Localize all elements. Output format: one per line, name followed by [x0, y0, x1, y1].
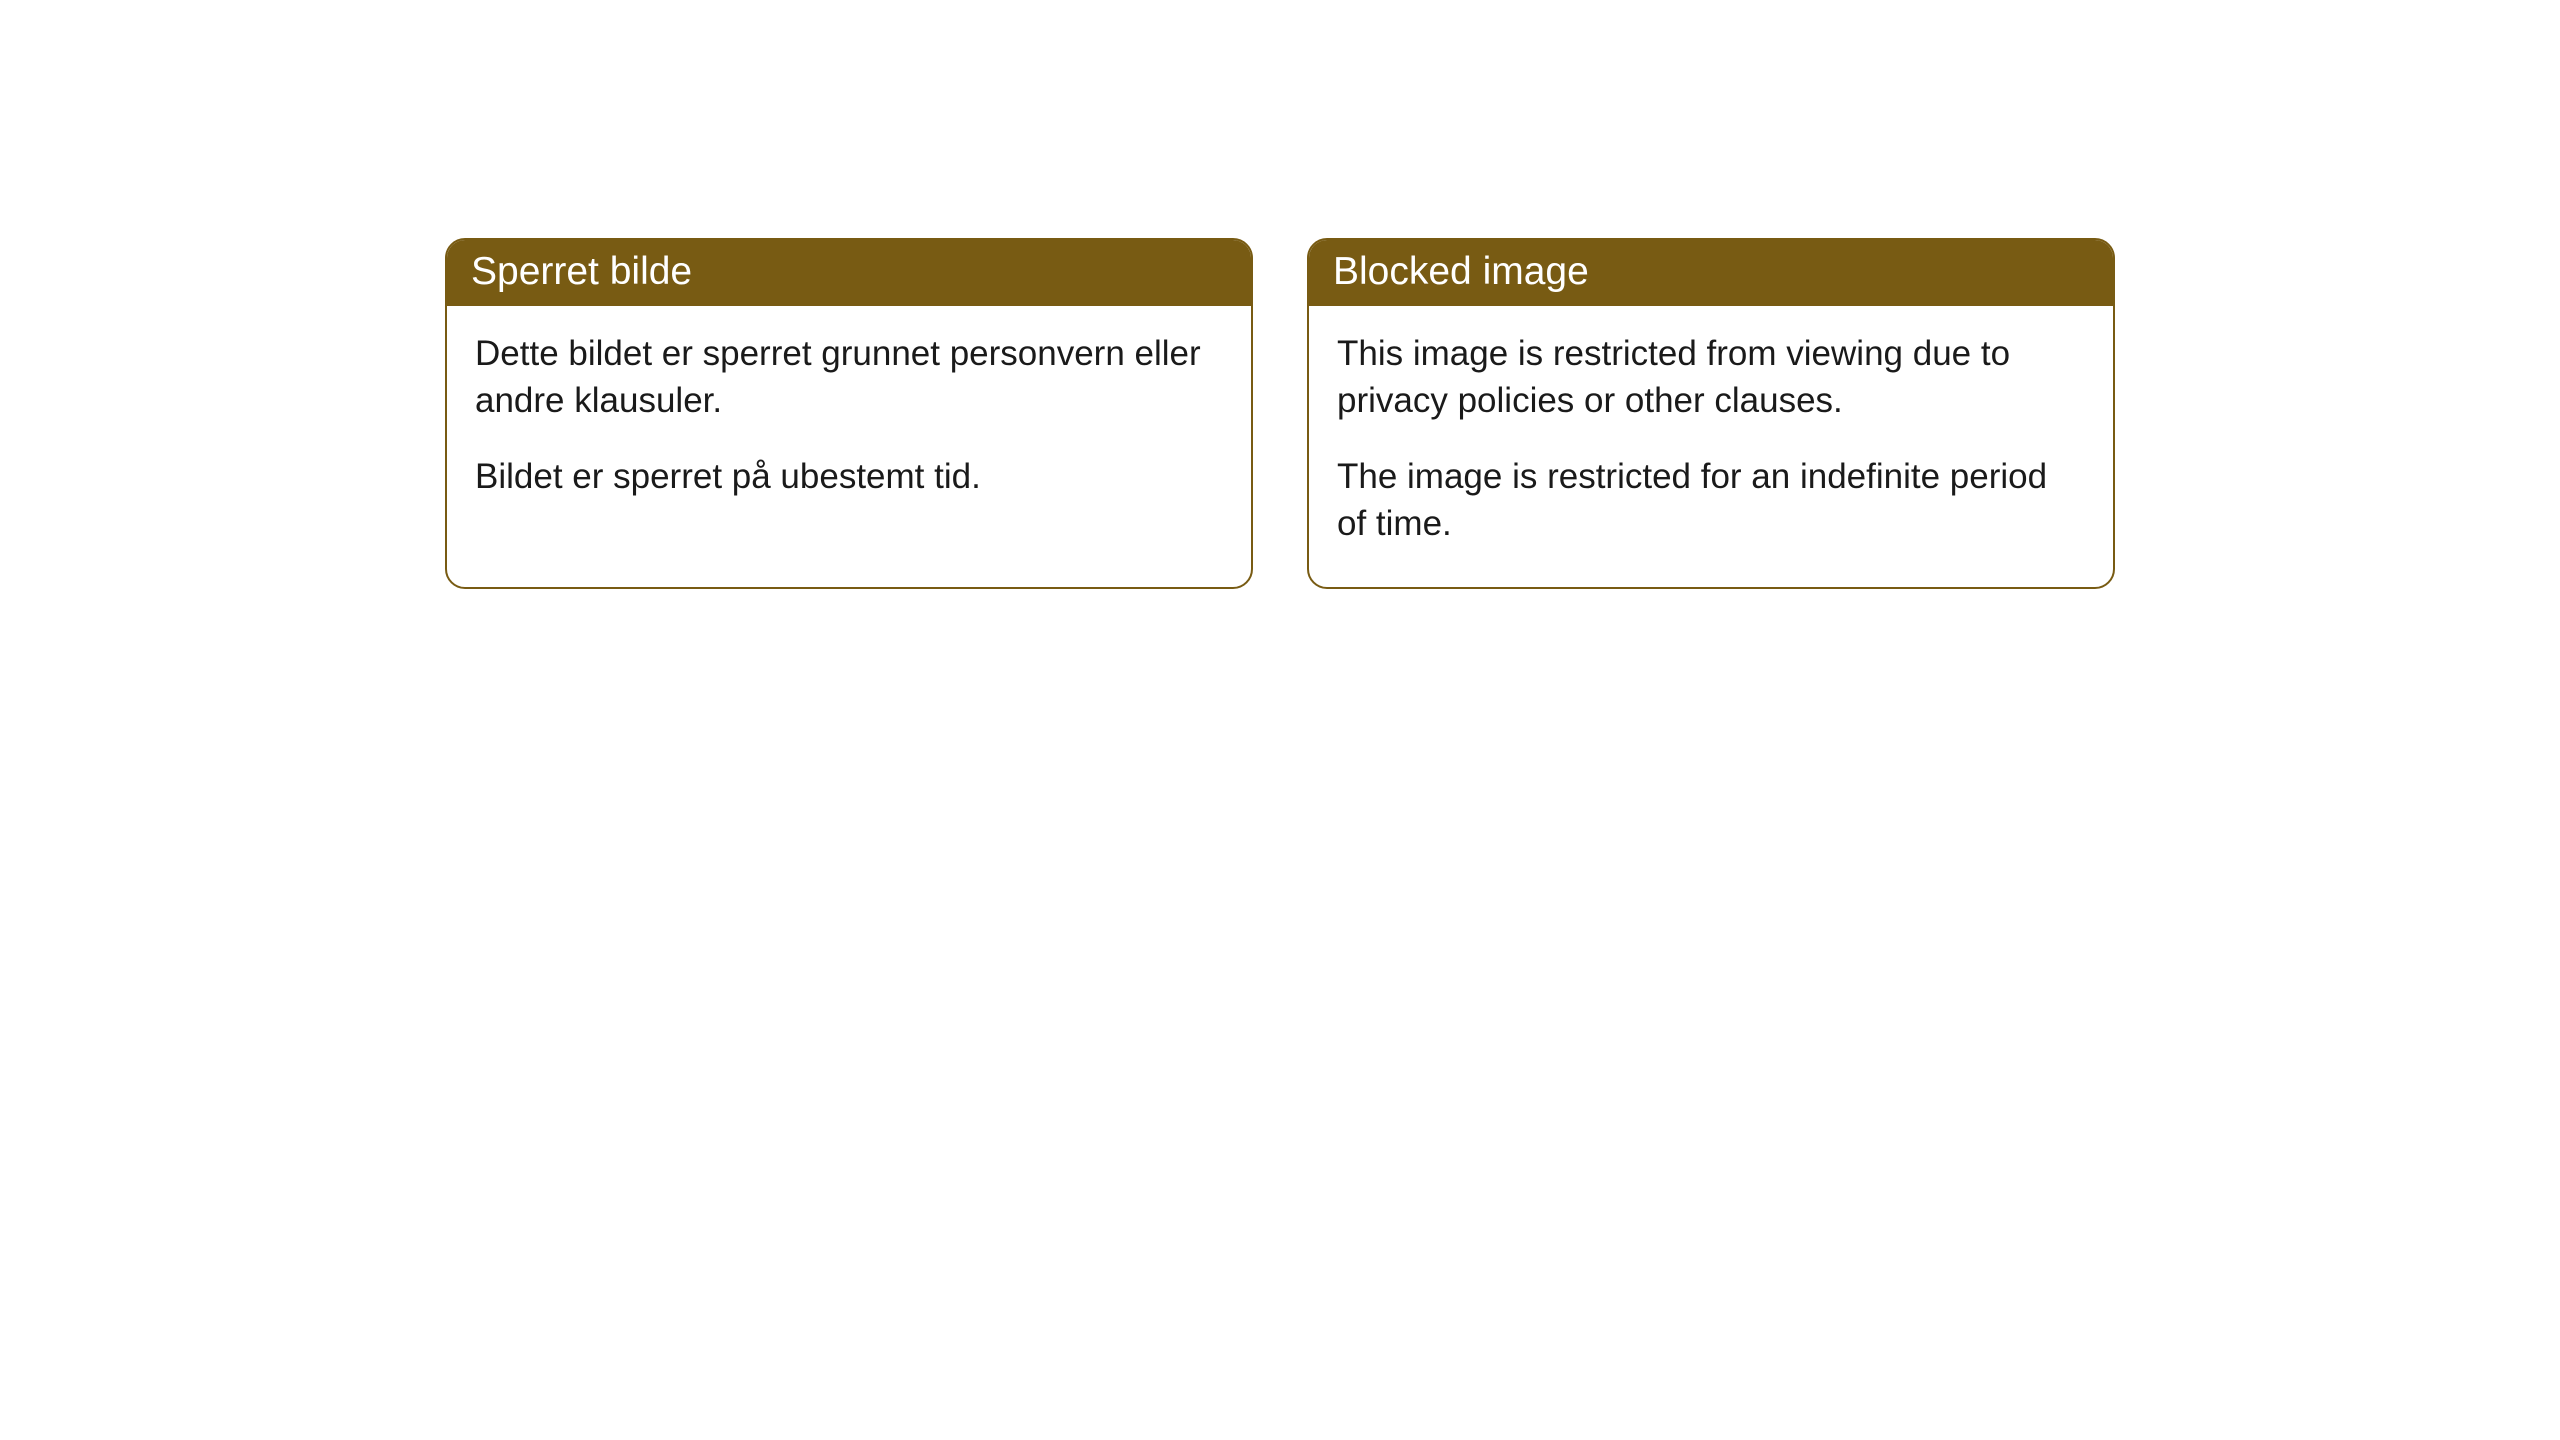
card-paragraph: The image is restricted for an indefinit… — [1337, 453, 2085, 548]
notice-card-norwegian: Sperret bilde Dette bildet er sperret gr… — [445, 238, 1253, 589]
card-paragraph: Bildet er sperret på ubestemt tid. — [475, 453, 1223, 500]
notice-card-english: Blocked image This image is restricted f… — [1307, 238, 2115, 589]
notice-cards-container: Sperret bilde Dette bildet er sperret gr… — [445, 238, 2115, 589]
card-paragraph: This image is restricted from viewing du… — [1337, 330, 2085, 425]
card-header-english: Blocked image — [1309, 240, 2113, 306]
card-paragraph: Dette bildet er sperret grunnet personve… — [475, 330, 1223, 425]
card-body-norwegian: Dette bildet er sperret grunnet personve… — [447, 306, 1251, 540]
card-header-norwegian: Sperret bilde — [447, 240, 1251, 306]
card-body-english: This image is restricted from viewing du… — [1309, 306, 2113, 587]
